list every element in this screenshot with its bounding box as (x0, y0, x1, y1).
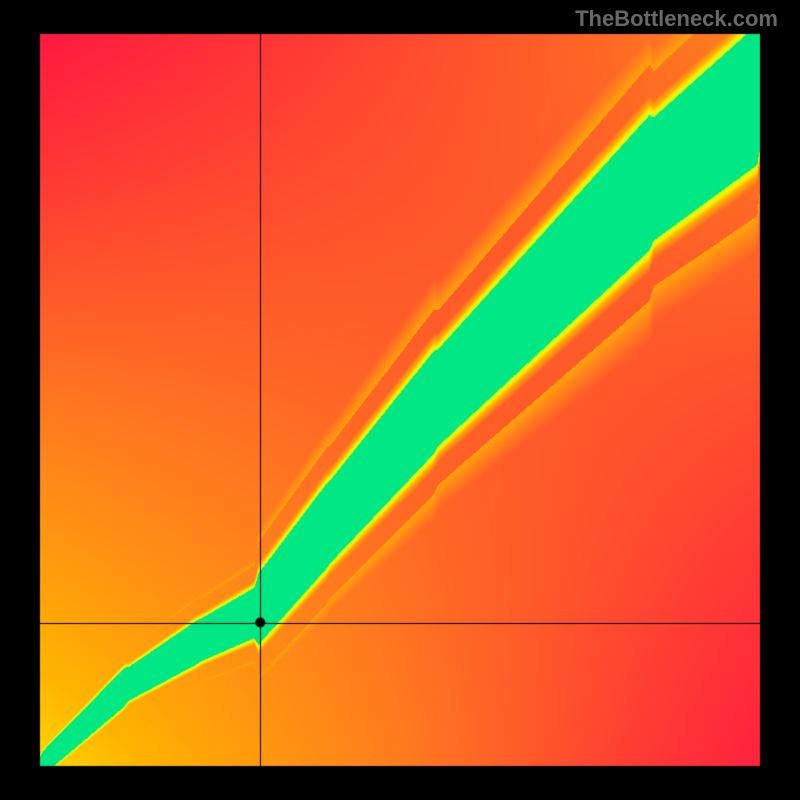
heatmap-canvas (0, 0, 800, 800)
watermark-text: TheBottleneck.com (575, 6, 778, 32)
